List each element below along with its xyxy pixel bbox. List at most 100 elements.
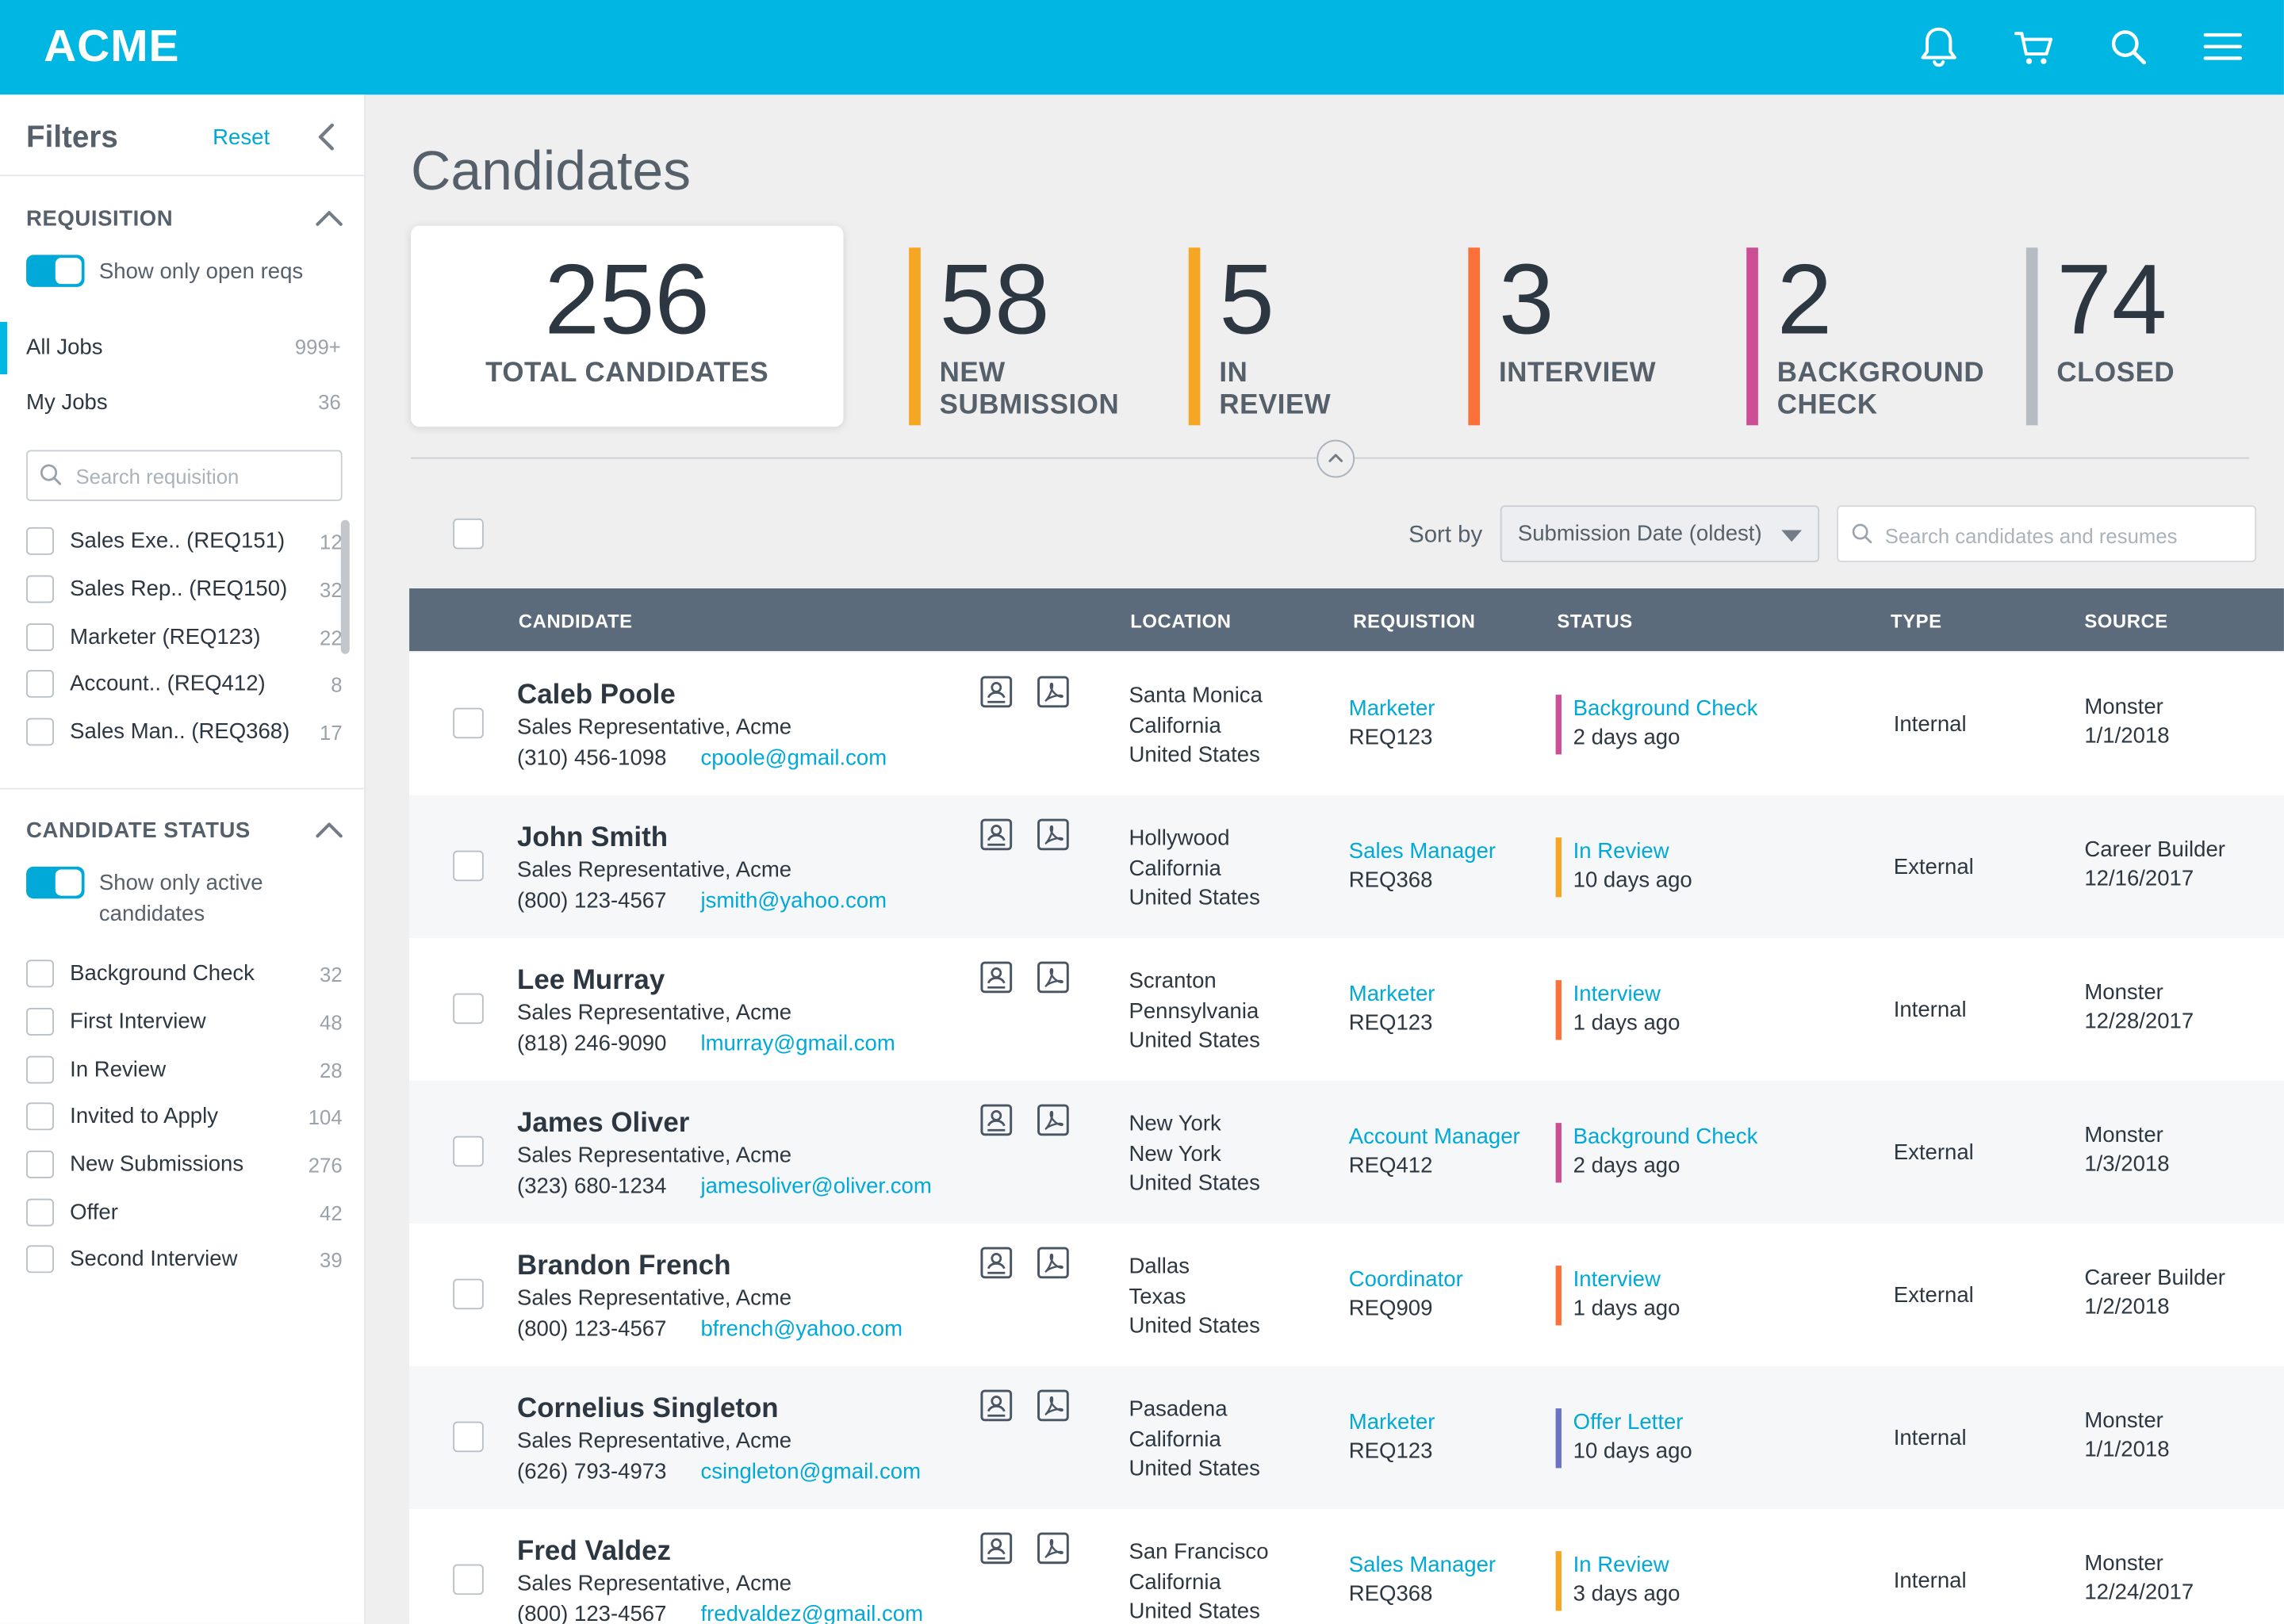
- status-link[interactable]: Interview: [1573, 981, 1661, 1007]
- status-filter-item[interactable]: In Review 28: [26, 1055, 347, 1090]
- pdf-icon[interactable]: [1036, 1102, 1071, 1137]
- checkbox[interactable]: [26, 623, 54, 652]
- status-filter-item[interactable]: Invited to Apply 104: [26, 1101, 347, 1136]
- row-checkbox[interactable]: [453, 1278, 484, 1310]
- row-checkbox[interactable]: [453, 850, 484, 882]
- column-header-source[interactable]: SOURCE: [2084, 610, 2168, 633]
- column-header-candidate[interactable]: CANDIDATE: [518, 610, 633, 633]
- table-row[interactable]: Lee Murray Sales Representative, Acme (818…: [409, 937, 2284, 1081]
- pdf-icon[interactable]: [1036, 1245, 1071, 1280]
- resume-icon[interactable]: [979, 1530, 1014, 1565]
- pdf-icon[interactable]: [1036, 817, 1071, 852]
- requisition-link[interactable]: Marketer: [1348, 1409, 1435, 1435]
- pdf-icon[interactable]: [1036, 674, 1071, 709]
- requisition-link[interactable]: Account Manager: [1348, 1124, 1520, 1150]
- checkbox[interactable]: [26, 1150, 54, 1178]
- status-filter-item[interactable]: Offer 42: [26, 1197, 347, 1232]
- candidate-email-link[interactable]: fredvaldez@gmail.com: [700, 1602, 924, 1624]
- resume-icon[interactable]: [979, 959, 1014, 994]
- candidate-email-link[interactable]: jsmith@yahoo.com: [700, 888, 887, 914]
- column-header-requisition[interactable]: REQUISTION: [1353, 610, 1476, 633]
- candidate-search-input[interactable]: Search candidates and resumes: [1837, 505, 2257, 562]
- status-link[interactable]: Background Check: [1573, 1124, 1758, 1150]
- status-link[interactable]: In Review: [1573, 838, 1669, 864]
- requisition-filter-item[interactable]: Marketer (REQ123) 22: [26, 622, 347, 657]
- candidate-name[interactable]: Fred Valdez: [517, 1536, 672, 1568]
- pdf-icon[interactable]: [1036, 1530, 1071, 1565]
- table-row[interactable]: Caleb Poole Sales Representative, Acme (31…: [409, 652, 2284, 795]
- resume-icon[interactable]: [979, 1388, 1014, 1423]
- candidate-email-link[interactable]: csingleton@gmail.com: [700, 1459, 922, 1484]
- candidate-name[interactable]: Caleb Poole: [517, 680, 676, 711]
- status-link[interactable]: In Review: [1573, 1552, 1669, 1578]
- requisition-filter-item[interactable]: Account.. (REQ412) 8: [26, 668, 347, 703]
- open-reqs-toggle[interactable]: [26, 255, 85, 287]
- sort-select[interactable]: Submission Date (oldest): [1500, 505, 1820, 562]
- candidate-email-link[interactable]: bfrench@yahoo.com: [700, 1316, 903, 1342]
- checkbox[interactable]: [26, 669, 54, 698]
- requisition-filter-item[interactable]: Sales Rep.. (REQ150) 32: [26, 574, 347, 609]
- table-row[interactable]: Fred Valdez Sales Representative, Acme (80…: [409, 1508, 2284, 1624]
- table-row[interactable]: Brandon French Sales Representative, Acme…: [409, 1223, 2284, 1366]
- pdf-icon[interactable]: [1036, 959, 1071, 994]
- candidate-name[interactable]: John Smith: [517, 822, 669, 854]
- row-checkbox[interactable]: [453, 993, 484, 1025]
- requisition-link[interactable]: Sales Manager: [1348, 1552, 1496, 1578]
- checkbox[interactable]: [26, 1198, 54, 1227]
- status-link[interactable]: Offer Letter: [1573, 1409, 1684, 1435]
- column-header-status[interactable]: STATUS: [1557, 610, 1633, 633]
- checkbox[interactable]: [26, 959, 54, 988]
- collapse-sidebar-icon[interactable]: [312, 121, 341, 152]
- requisition-link[interactable]: Marketer: [1348, 981, 1435, 1007]
- collapse-stats-button[interactable]: [1316, 439, 1355, 478]
- requisition-link[interactable]: Sales Manager: [1348, 838, 1496, 864]
- candidate-email-link[interactable]: lmurray@gmail.com: [700, 1031, 895, 1056]
- requisition-filter-item[interactable]: Sales Man.. (REQ368) 17: [26, 717, 347, 752]
- status-link[interactable]: Interview: [1573, 1266, 1661, 1293]
- requisition-list-scrollbar[interactable]: [340, 519, 350, 654]
- candidate-name[interactable]: Lee Murray: [517, 965, 665, 997]
- candidate-email-link[interactable]: cpoole@gmail.com: [700, 745, 887, 771]
- column-header-location[interactable]: LOCATION: [1130, 610, 1232, 633]
- resume-icon[interactable]: [979, 1102, 1014, 1137]
- resume-icon[interactable]: [979, 817, 1014, 852]
- checkbox[interactable]: [26, 718, 54, 746]
- row-checkbox[interactable]: [453, 1564, 484, 1595]
- resume-icon[interactable]: [979, 674, 1014, 709]
- status-link[interactable]: Background Check: [1573, 695, 1758, 722]
- status-filter-item[interactable]: Second Interview 39: [26, 1244, 347, 1279]
- requisition-search-input[interactable]: Search requisition: [26, 450, 343, 501]
- checkbox[interactable]: [26, 1245, 54, 1274]
- checkbox[interactable]: [26, 575, 54, 603]
- chevron-up-icon[interactable]: [313, 209, 345, 229]
- chevron-up-icon[interactable]: [313, 820, 345, 841]
- table-row[interactable]: John Smith Sales Representative, Acme (800…: [409, 795, 2284, 938]
- status-filter-item[interactable]: First Interview 48: [26, 1006, 347, 1041]
- candidate-email-link[interactable]: jamesoliver@oliver.com: [700, 1174, 932, 1199]
- row-checkbox[interactable]: [453, 1421, 484, 1453]
- candidate-name[interactable]: James Oliver: [517, 1108, 690, 1139]
- requisition-filter-item[interactable]: Sales Exe.. (REQ151) 12: [26, 526, 347, 561]
- table-row[interactable]: James Oliver Sales Representative, Acme (3…: [409, 1080, 2284, 1224]
- row-checkbox[interactable]: [453, 707, 484, 739]
- status-filter-item[interactable]: New Submissions 276: [26, 1149, 347, 1184]
- requisition-link[interactable]: Marketer: [1348, 695, 1435, 722]
- checkbox[interactable]: [26, 1055, 54, 1084]
- checkbox[interactable]: [26, 527, 54, 555]
- my-jobs-item[interactable]: My Jobs 36: [0, 377, 364, 430]
- all-jobs-item[interactable]: All Jobs 999+: [0, 321, 364, 375]
- requisition-link[interactable]: Coordinator: [1348, 1266, 1463, 1293]
- row-checkbox[interactable]: [453, 1136, 484, 1167]
- candidate-name[interactable]: Brandon French: [517, 1251, 731, 1282]
- reset-link[interactable]: Reset: [213, 124, 270, 151]
- select-all-checkbox[interactable]: [453, 518, 484, 550]
- active-candidates-toggle[interactable]: [26, 866, 85, 899]
- column-header-type[interactable]: TYPE: [1891, 610, 1942, 633]
- search-icon[interactable]: [2105, 23, 2152, 70]
- total-candidates-card[interactable]: 256 TOTAL CANDIDATES: [410, 225, 844, 427]
- cart-icon[interactable]: [2010, 23, 2057, 70]
- status-filter-item[interactable]: Background Check 32: [26, 959, 347, 994]
- pdf-icon[interactable]: [1036, 1388, 1071, 1423]
- checkbox[interactable]: [26, 1102, 54, 1131]
- resume-icon[interactable]: [979, 1245, 1014, 1280]
